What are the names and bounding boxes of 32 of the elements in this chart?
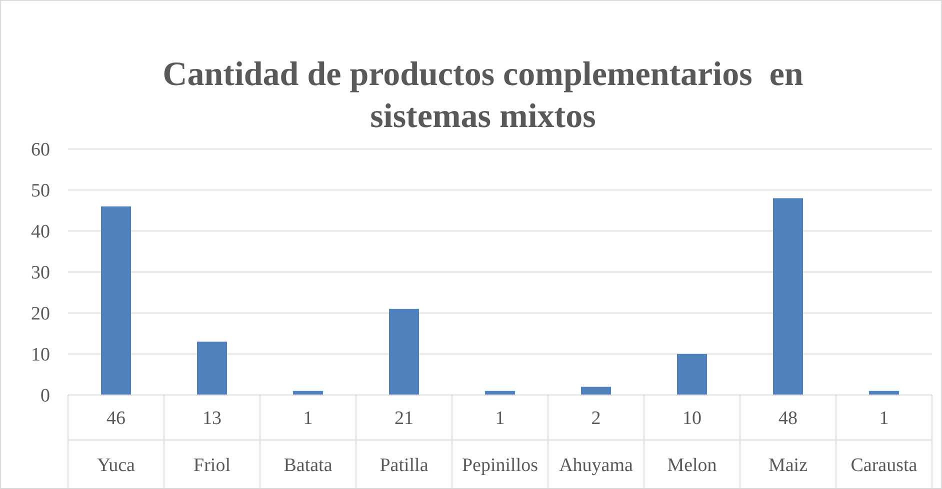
x-tick-label: Batata [284,455,333,476]
x-tick-label: Maiz [768,455,808,476]
data-label: 2 [591,408,601,429]
data-label: 10 [682,408,702,429]
bar [389,308,419,395]
data-label: 46 [106,408,126,429]
data-label: 13 [202,408,222,429]
x-tick-label: Melon [667,455,718,476]
x-tick-label: Carausta [850,455,918,476]
y-tick-label: 10 [31,344,50,366]
x-tick-label: Friol [194,455,230,476]
bar [101,206,131,395]
x-tick-label: Ahuyama [559,455,634,476]
y-tick-label: 0 [40,386,50,407]
x-tick-label: Yuca [97,455,136,476]
x-tick-label: Patilla [380,455,429,476]
y-tick-label: 30 [31,262,50,284]
data-label: 48 [778,408,798,429]
data-label: 1 [879,408,889,429]
bar [677,354,707,395]
x-tick-label: Pepinillos [462,455,538,476]
y-tick-label: 60 [31,140,50,161]
data-label: 21 [394,408,414,429]
y-tick-label: 40 [31,222,50,243]
chart-title: Cantidad de productos complementarios en sistemas mixtos [162,56,804,135]
y-tick-label: 20 [31,304,50,325]
bar [197,342,227,395]
bar [773,198,803,395]
bar [581,386,611,395]
y-tick-label: 50 [31,180,50,202]
data-label: 1 [303,408,313,429]
data-label: 1 [495,408,505,429]
